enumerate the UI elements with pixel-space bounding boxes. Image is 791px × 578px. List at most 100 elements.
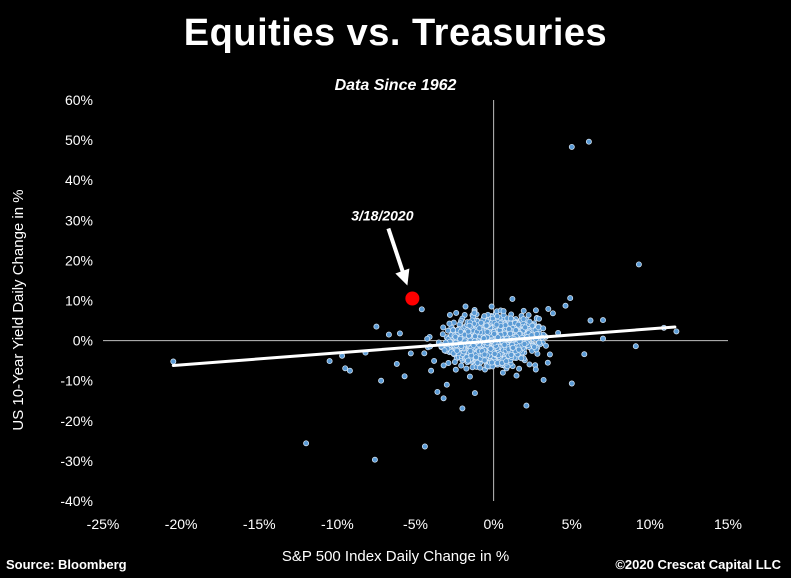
data-point xyxy=(520,316,527,323)
x-tick-label: -25% xyxy=(87,516,120,532)
tick-labels: -25% -20% -15% -10% -5% 0% 5% 10% 15% 60% 50% 40% 30… xyxy=(60,92,742,532)
data-point xyxy=(303,440,310,447)
data-point xyxy=(491,350,498,357)
data-point xyxy=(424,335,431,342)
data-point xyxy=(567,295,574,302)
data-point xyxy=(568,143,575,150)
annotation-arrow xyxy=(386,227,407,278)
data-point xyxy=(545,305,552,312)
data-point xyxy=(543,342,549,349)
y-tick-label: -30% xyxy=(60,453,93,469)
trendline xyxy=(171,325,677,367)
data-point xyxy=(587,317,594,324)
x-tick-label: -15% xyxy=(243,516,276,532)
data-point xyxy=(532,366,539,373)
data-point xyxy=(529,322,536,329)
data-point xyxy=(459,405,466,412)
data-point xyxy=(501,341,508,348)
data-point xyxy=(515,346,522,353)
x-tick-label: 5% xyxy=(562,516,582,532)
data-point xyxy=(512,327,519,334)
data-point xyxy=(481,351,488,358)
data-point xyxy=(472,333,479,340)
chart-subtitle: Data Since 1962 xyxy=(334,77,457,94)
annotation-arrow-head xyxy=(395,268,410,286)
data-point xyxy=(526,361,533,368)
x-tick-label: -5% xyxy=(403,516,428,532)
data-point xyxy=(488,359,495,366)
data-point xyxy=(500,308,507,315)
data-point xyxy=(463,365,470,372)
data-point xyxy=(445,327,451,334)
x-tick-label: 0% xyxy=(484,516,504,532)
annotation-label: 3/18/2020 xyxy=(351,207,413,223)
y-tick-label: 60% xyxy=(65,92,93,108)
data-point xyxy=(421,443,428,450)
data-point xyxy=(493,321,500,328)
data-point xyxy=(518,355,525,362)
y-tick-label: 40% xyxy=(65,172,93,188)
data-point xyxy=(371,456,378,463)
data-point xyxy=(421,350,428,357)
data-point xyxy=(523,402,530,409)
data-point xyxy=(494,313,501,320)
data-point xyxy=(632,343,639,350)
source-note: Source: Bloomberg xyxy=(6,557,127,572)
data-point xyxy=(378,377,385,384)
data-point xyxy=(439,331,446,338)
data-point xyxy=(507,330,514,337)
data-point xyxy=(510,344,517,351)
data-point xyxy=(488,303,495,310)
data-point xyxy=(481,313,488,320)
data-point xyxy=(446,320,453,327)
y-tick-label: 30% xyxy=(65,212,93,228)
data-point xyxy=(600,317,606,324)
data-point xyxy=(549,310,556,317)
data-point xyxy=(454,347,460,354)
data-point xyxy=(531,343,538,350)
data-point xyxy=(451,359,458,365)
data-point xyxy=(326,358,333,365)
data-point xyxy=(452,333,459,340)
data-point xyxy=(526,318,533,325)
data-point xyxy=(508,351,515,358)
data-point xyxy=(440,362,447,369)
chart-title: Equities vs. Treasuries xyxy=(183,12,608,54)
data-point xyxy=(509,295,516,302)
data-point xyxy=(453,309,460,316)
data-point xyxy=(521,341,528,347)
data-point xyxy=(458,362,465,369)
data-point xyxy=(476,325,483,332)
data-point xyxy=(483,322,490,329)
data-point xyxy=(443,381,450,388)
data-point xyxy=(562,302,569,309)
data-point xyxy=(481,357,488,364)
data-point xyxy=(407,350,414,357)
y-tick-label: -40% xyxy=(60,493,93,509)
chart-overlay: 3/18/2020 xyxy=(171,207,677,367)
data-point xyxy=(428,367,435,374)
data-point xyxy=(462,303,469,310)
data-point xyxy=(446,311,453,318)
data-point xyxy=(487,345,494,352)
data-point xyxy=(385,331,392,338)
data-point xyxy=(466,373,473,380)
data-point xyxy=(457,335,464,342)
highlight-point xyxy=(405,291,420,306)
data-point xyxy=(503,358,510,365)
data-point xyxy=(434,388,441,395)
y-tick-label: 20% xyxy=(65,252,93,268)
data-point xyxy=(471,309,478,316)
data-point xyxy=(170,358,177,365)
data-point xyxy=(635,261,642,268)
data-point xyxy=(499,369,506,376)
data-point xyxy=(440,395,447,402)
data-point xyxy=(477,364,483,371)
data-point xyxy=(540,376,547,383)
data-point xyxy=(342,365,349,372)
data-point xyxy=(513,372,520,379)
data-point xyxy=(396,330,403,337)
data-point xyxy=(465,357,472,364)
data-point xyxy=(373,323,380,330)
